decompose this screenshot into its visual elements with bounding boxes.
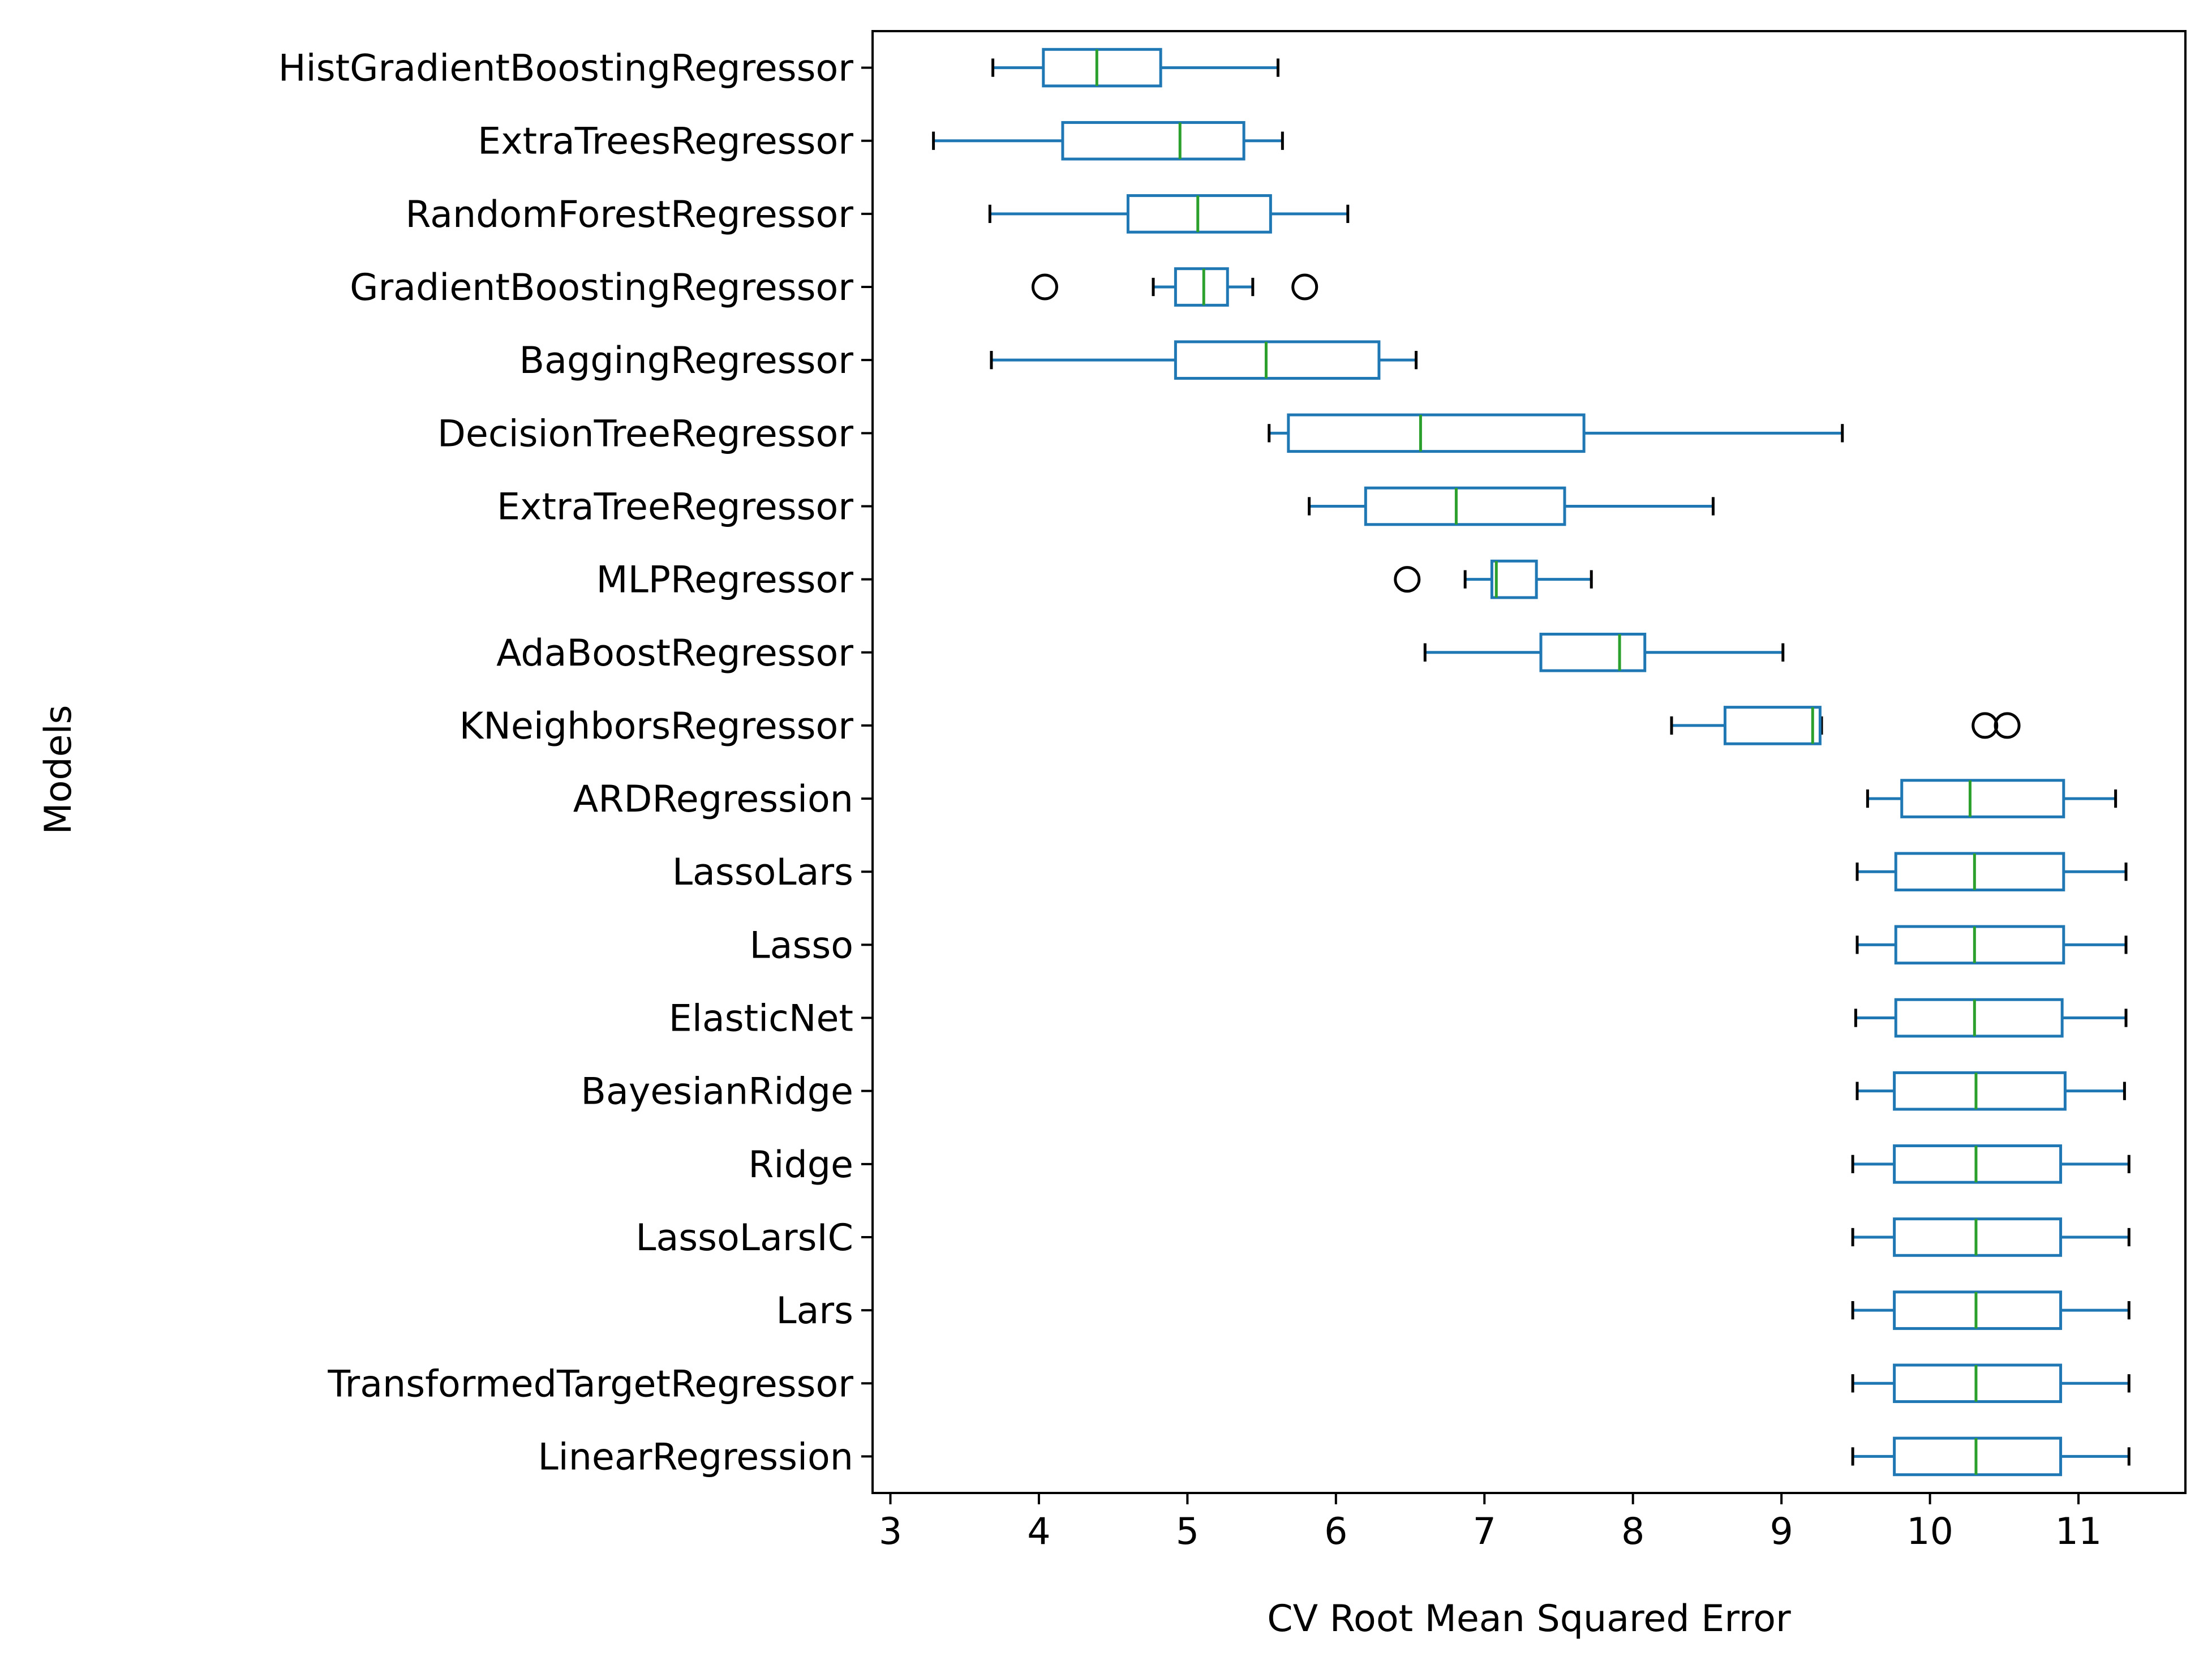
flier-point (1972, 712, 1999, 739)
box-group (1851, 1436, 2131, 1477)
box-group (1855, 852, 2128, 892)
iqr-box (1287, 413, 1586, 453)
box-group (1851, 1144, 2131, 1184)
x-tick-label: 9 (1769, 1511, 1793, 1553)
iqr-box (1893, 1363, 2063, 1404)
y-tick-label: RandomForestRegressor (405, 194, 853, 236)
box-group (990, 340, 1418, 380)
y-axis-label: Models (37, 705, 80, 834)
x-tick-label: 8 (1621, 1511, 1644, 1553)
y-tick-label: GradientBoostingRegressor (350, 267, 853, 309)
iqr-box (1893, 1217, 2063, 1257)
y-tick-label: Lasso (749, 924, 853, 967)
y-tick-label: ElasticNet (669, 998, 853, 1040)
y-tick-label: BaggingRegressor (519, 340, 854, 382)
iqr-box (1539, 632, 1647, 672)
box-group (1308, 486, 1715, 526)
iqr-box (1893, 1144, 2063, 1184)
iqr-box (1893, 1290, 2063, 1330)
y-ticks: HistGradientBoostingRegressor ExtraTreesR… (278, 48, 873, 1478)
box-group (988, 194, 1350, 234)
box-group (1423, 632, 1785, 672)
y-tick-label: ARDRegression (573, 778, 853, 821)
y-tick-label: ExtraTreeRegressor (497, 486, 853, 528)
x-tick-label: 10 (1906, 1511, 1953, 1553)
iqr-box (1490, 559, 1538, 599)
iqr-box (1900, 779, 2065, 818)
y-tick-label: DecisionTreeRegressor (437, 413, 853, 455)
iqr-box (1174, 267, 1229, 307)
box-group (1268, 413, 1844, 453)
y-tick-label: Lars (776, 1290, 853, 1332)
x-axis-label: CV Root Mean Squared Error (1267, 1598, 1791, 1640)
iqr-box (1893, 1436, 2063, 1477)
y-tick-label: AdaBoostRegressor (496, 632, 853, 675)
box-group (1866, 779, 2117, 818)
y-tick-label: BayesianRidge (581, 1071, 853, 1113)
x-tick-label: 7 (1473, 1511, 1496, 1553)
y-tick-label: TransformedTargetRegressor (327, 1363, 853, 1405)
flier-point (1031, 273, 1058, 301)
y-tick-label: LassoLarsIC (635, 1217, 853, 1259)
box-group (1855, 1071, 2126, 1111)
box-group (1855, 925, 2128, 965)
x-tick-label: 11 (2055, 1511, 2102, 1553)
flier-point (1291, 273, 1318, 301)
x-tick-label: 6 (1324, 1511, 1347, 1553)
x-tick-label: 3 (879, 1511, 902, 1553)
iqr-box (1042, 48, 1162, 88)
y-tick-label: MLPRegressor (596, 559, 854, 602)
iqr-box (1061, 121, 1245, 161)
box-group (1851, 1217, 2131, 1257)
y-tick-label: ExtraTreesRegressor (478, 121, 853, 163)
boxes-layer (932, 48, 2131, 1477)
y-tick-label: KNeighborsRegressor (459, 705, 854, 748)
x-tick-label: 5 (1176, 1511, 1199, 1553)
x-ticks: 3 4 5 6 7 8 9 10 11 (879, 1493, 2102, 1553)
iqr-box (1364, 486, 1566, 526)
box-group (1031, 267, 1318, 307)
box-group (1394, 559, 1593, 599)
iqr-box (1723, 706, 1822, 745)
plot-frame (871, 30, 2187, 1494)
y-tick-label: HistGradientBoostingRegressor (278, 48, 853, 90)
flier-point (1394, 566, 1421, 593)
iqr-box (1894, 925, 2065, 965)
y-tick-label: LassoLars (672, 851, 853, 894)
y-tick-label: LinearRegression (538, 1436, 853, 1478)
box-group (1670, 706, 2021, 745)
flier-point (1994, 712, 2021, 739)
box-group (1851, 1363, 2131, 1404)
iqr-box (1174, 340, 1381, 380)
iqr-box (1893, 1071, 2067, 1111)
box-group (1851, 1290, 2131, 1330)
x-tick-label: 4 (1027, 1511, 1050, 1553)
box-group (991, 48, 1279, 88)
iqr-box (1126, 194, 1272, 234)
box-group (1854, 998, 2128, 1038)
iqr-box (1894, 998, 2064, 1038)
box-group (932, 121, 1284, 161)
y-tick-label: Ridge (748, 1144, 853, 1186)
iqr-box (1894, 852, 2065, 892)
